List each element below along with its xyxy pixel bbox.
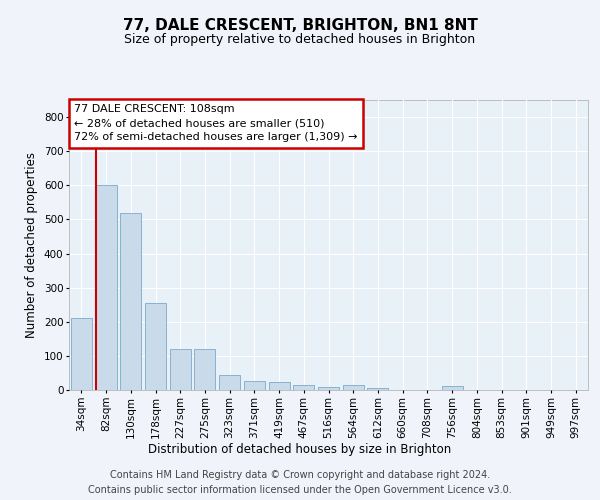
Bar: [145, 303, 166, 390]
Bar: [219, 374, 240, 390]
Bar: [71, 318, 92, 390]
Bar: [367, 388, 388, 390]
Bar: [343, 385, 364, 390]
Y-axis label: Number of detached properties: Number of detached properties: [25, 152, 38, 338]
Bar: [442, 386, 463, 390]
Text: 77, DALE CRESCENT, BRIGHTON, BN1 8NT: 77, DALE CRESCENT, BRIGHTON, BN1 8NT: [122, 18, 478, 32]
Text: Contains HM Land Registry data © Crown copyright and database right 2024.: Contains HM Land Registry data © Crown c…: [110, 470, 490, 480]
Bar: [293, 385, 314, 390]
Text: 77 DALE CRESCENT: 108sqm
← 28% of detached houses are smaller (510)
72% of semi-: 77 DALE CRESCENT: 108sqm ← 28% of detach…: [74, 104, 358, 142]
Text: Contains public sector information licensed under the Open Government Licence v3: Contains public sector information licen…: [88, 485, 512, 495]
Bar: [269, 382, 290, 390]
Text: Size of property relative to detached houses in Brighton: Size of property relative to detached ho…: [124, 32, 476, 46]
Bar: [95, 186, 116, 390]
Bar: [120, 212, 141, 390]
Text: Distribution of detached houses by size in Brighton: Distribution of detached houses by size …: [148, 442, 452, 456]
Bar: [244, 382, 265, 390]
Bar: [318, 386, 339, 390]
Bar: [170, 349, 191, 390]
Bar: [194, 349, 215, 390]
